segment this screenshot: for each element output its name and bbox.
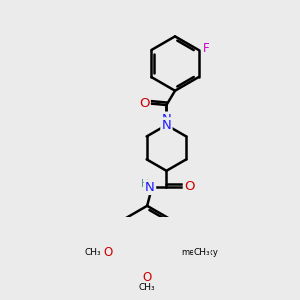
Text: CH₃: CH₃: [139, 283, 155, 292]
Text: methoxy: methoxy: [181, 248, 218, 257]
Text: H: H: [141, 179, 149, 189]
Text: N: N: [162, 118, 171, 131]
Text: CH₃: CH₃: [194, 248, 210, 257]
Text: O: O: [184, 180, 195, 193]
Text: O: O: [139, 97, 149, 110]
Text: O: O: [182, 246, 191, 259]
Text: O: O: [103, 246, 112, 259]
Text: CH₃: CH₃: [84, 248, 101, 257]
Text: N: N: [162, 113, 171, 126]
Text: N: N: [145, 181, 155, 194]
Text: F: F: [202, 42, 209, 55]
Text: O: O: [142, 271, 152, 284]
